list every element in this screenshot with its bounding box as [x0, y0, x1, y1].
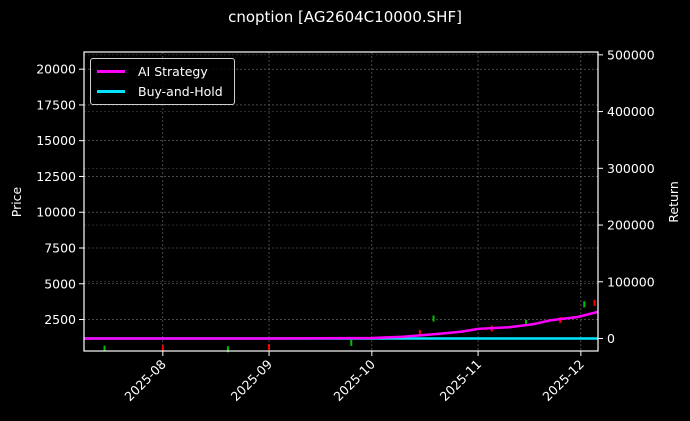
y-tick-left: 7500 — [44, 240, 76, 255]
y-tick-left: 2500 — [44, 312, 76, 327]
ai-strategy-swatch — [97, 69, 125, 73]
y-tick-right: 0 — [607, 331, 615, 346]
y-tick-right: 400000 — [607, 104, 655, 119]
x-tick-label: 2025-09 — [228, 356, 276, 404]
y-tick-left: 10000 — [36, 205, 76, 220]
legend-label: AI Strategy — [138, 63, 208, 79]
y-axis-right-label: Return — [666, 181, 681, 222]
y-tick-left: 15000 — [36, 133, 76, 148]
y-tick-left: 17500 — [36, 97, 76, 112]
x-tick-label: 2025-12 — [539, 357, 587, 405]
legend-item-buy-and-hold: Buy-and-Hold — [97, 83, 223, 99]
x-tick-label: 2025-10 — [330, 356, 378, 404]
y-tick-right: 200000 — [607, 218, 655, 233]
y-tick-right: 500000 — [607, 47, 655, 62]
y-tick-left: 20000 — [36, 62, 76, 77]
y-tick-left: 5000 — [44, 276, 76, 291]
y-tick-right: 300000 — [607, 161, 655, 176]
y-tick-left: 12500 — [36, 169, 76, 184]
y-axis-left-label: Price — [9, 186, 24, 217]
x-tick-label: 2025-11 — [437, 357, 485, 405]
x-tick-label: 2025-08 — [121, 356, 169, 404]
legend-label: Buy-and-Hold — [138, 83, 223, 99]
plot-frame — [83, 51, 599, 352]
legend-item-ai-strategy: AI Strategy — [97, 63, 208, 79]
series-lines — [84, 310, 599, 340]
ai-strategy-line — [84, 310, 599, 340]
buy-and-hold-swatch — [97, 89, 125, 93]
y-tick-right: 100000 — [607, 274, 655, 289]
legend: AI Strategy Buy-and-Hold — [90, 58, 235, 105]
chart-title: cnoption [AG2604C10000.SHF] — [228, 8, 462, 26]
